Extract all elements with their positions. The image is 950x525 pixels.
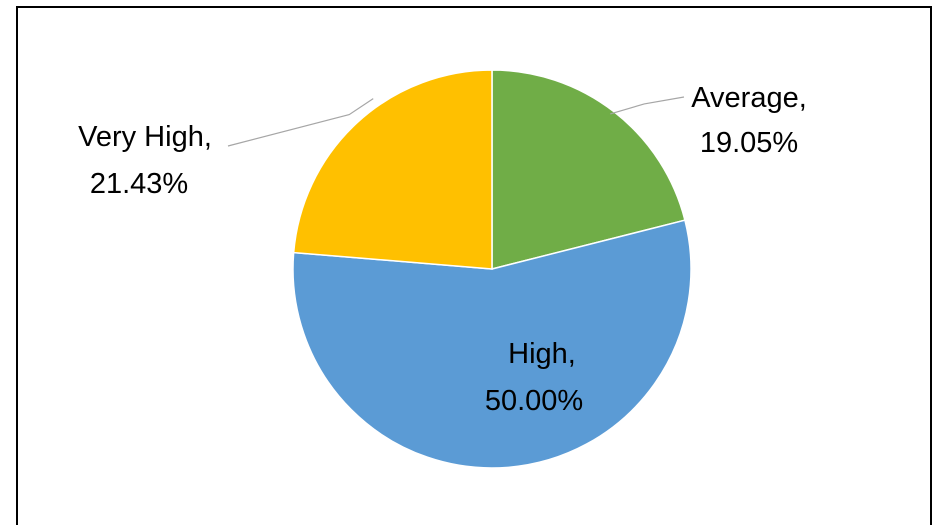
pie-slices: [292, 69, 692, 469]
data-labels: Average, 19.05% High, 50.00% Very High, …: [78, 82, 807, 417]
data-label-average-name: Average,: [691, 82, 807, 114]
data-label-high-name: High,: [508, 338, 576, 370]
data-label-very-high-value: 21.43%: [90, 168, 188, 200]
leader-line-average: [610, 96, 685, 115]
data-label-average-value: 19.05%: [700, 127, 798, 159]
leader-lines: [227, 96, 685, 147]
pie-slice-very-high: [292, 69, 493, 270]
data-label-high-value: 50.00%: [485, 385, 583, 417]
pie-slice-high: [292, 219, 692, 469]
leader-line-very-high: [227, 98, 374, 147]
pie-slice-average: [491, 69, 686, 270]
data-label-very-high-name: Very High,: [78, 121, 212, 153]
